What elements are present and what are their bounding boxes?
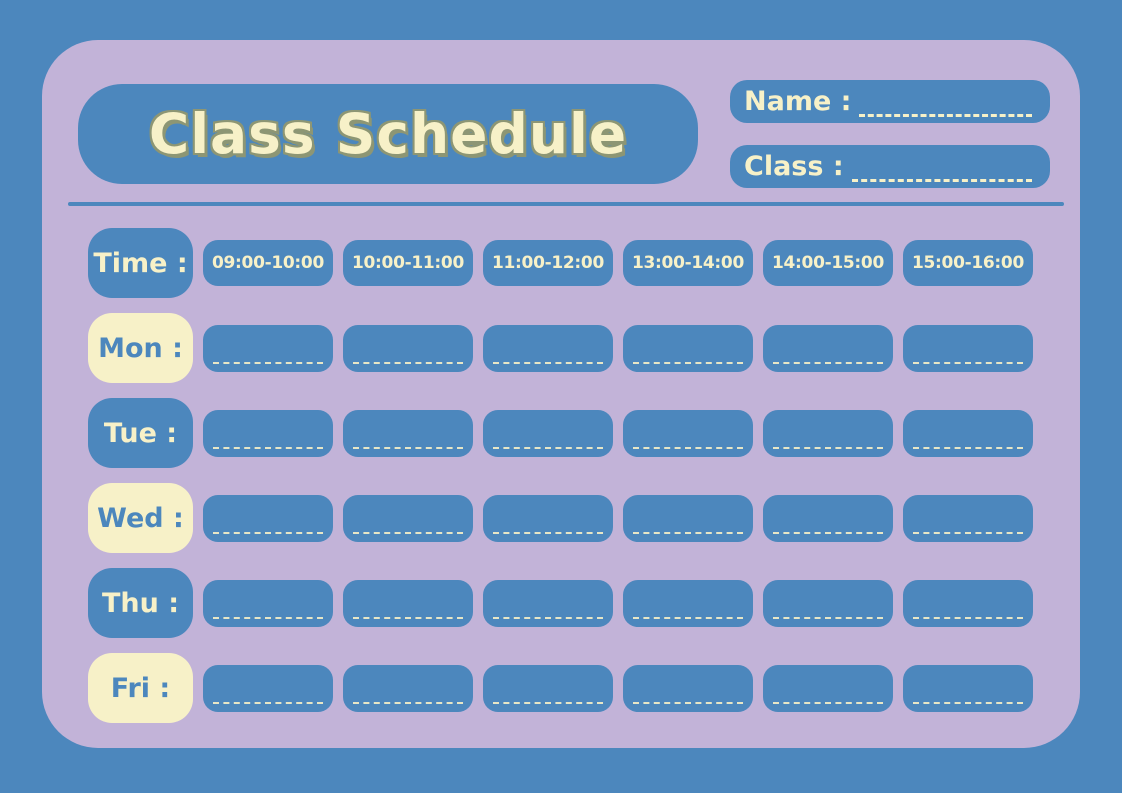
- cell-write-line: [773, 531, 883, 534]
- schedule-cell-thu-6[interactable]: [903, 579, 1033, 627]
- cell-write-line: [213, 701, 323, 704]
- cell-write-line: [773, 446, 883, 449]
- cell-write-line: [493, 446, 603, 449]
- schedule-cell-wed-3[interactable]: [483, 494, 613, 542]
- schedule-cell-tue-4[interactable]: [623, 409, 753, 457]
- cell-write-line: [213, 531, 323, 534]
- day-label-text: Fri :: [110, 672, 171, 704]
- schedule-card: Class Schedule Name : Class : Time : 09:…: [42, 40, 1080, 748]
- schedule-cell-wed-2[interactable]: [343, 494, 473, 542]
- day-label-fri: Fri :: [88, 653, 193, 723]
- cell-write-line: [633, 361, 743, 364]
- schedule-cell-mon-2[interactable]: [343, 324, 473, 372]
- cell-write-line: [493, 531, 603, 534]
- cell-write-line: [493, 616, 603, 619]
- time-slot-3: 11:00-12:00: [483, 240, 613, 286]
- time-slot-6: 15:00-16:00: [903, 240, 1033, 286]
- schedule-cell-mon-1[interactable]: [203, 324, 333, 372]
- schedule-cell-wed-5[interactable]: [763, 494, 893, 542]
- cell-write-line: [773, 361, 883, 364]
- schedule-cell-mon-3[interactable]: [483, 324, 613, 372]
- schedule-cell-tue-3[interactable]: [483, 409, 613, 457]
- schedule-cell-wed-6[interactable]: [903, 494, 1033, 542]
- time-slot-5: 14:00-15:00: [763, 240, 893, 286]
- class-field: Class :: [730, 145, 1050, 188]
- schedule-cell-fri-6[interactable]: [903, 664, 1033, 712]
- cell-write-line: [493, 361, 603, 364]
- cell-write-line: [353, 361, 463, 364]
- cell-write-line: [213, 361, 323, 364]
- day-label-text: Mon :: [98, 332, 183, 364]
- time-header-text: Time :: [93, 247, 188, 279]
- cell-write-line: [633, 446, 743, 449]
- schedule-cell-fri-4[interactable]: [623, 664, 753, 712]
- time-slot-text: 09:00-10:00: [212, 253, 324, 273]
- cell-write-line: [493, 701, 603, 704]
- name-input-line[interactable]: [859, 103, 1032, 117]
- header-divider: [68, 202, 1064, 206]
- schedule-cell-fri-1[interactable]: [203, 664, 333, 712]
- schedule-cell-wed-4[interactable]: [623, 494, 753, 542]
- schedule-cell-tue-1[interactable]: [203, 409, 333, 457]
- schedule-cell-wed-1[interactable]: [203, 494, 333, 542]
- time-slot-text: 15:00-16:00: [912, 253, 1024, 273]
- schedule-cell-fri-2[interactable]: [343, 664, 473, 712]
- time-slot-text: 11:00-12:00: [492, 253, 604, 273]
- class-label: Class :: [744, 151, 844, 182]
- schedule-cell-fri-3[interactable]: [483, 664, 613, 712]
- schedule-cell-thu-4[interactable]: [623, 579, 753, 627]
- schedule-cell-tue-6[interactable]: [903, 409, 1033, 457]
- time-slot-text: 14:00-15:00: [772, 253, 884, 273]
- name-field: Name :: [730, 80, 1050, 123]
- time-slot-2: 10:00-11:00: [343, 240, 473, 286]
- schedule-cell-thu-1[interactable]: [203, 579, 333, 627]
- cell-write-line: [213, 616, 323, 619]
- schedule-cell-tue-5[interactable]: [763, 409, 893, 457]
- schedule-cell-fri-5[interactable]: [763, 664, 893, 712]
- day-label-wed: Wed :: [88, 483, 193, 553]
- cell-write-line: [353, 446, 463, 449]
- cell-write-line: [913, 701, 1023, 704]
- time-slot-1: 09:00-10:00: [203, 240, 333, 286]
- cell-write-line: [913, 531, 1023, 534]
- day-label-text: Tue :: [103, 417, 178, 449]
- schedule-cell-mon-6[interactable]: [903, 324, 1033, 372]
- cell-write-line: [213, 446, 323, 449]
- schedule-cell-thu-5[interactable]: [763, 579, 893, 627]
- schedule-table: Time : 09:00-10:00 10:00-11:00 11:00-12:…: [88, 228, 1033, 723]
- schedule-cell-tue-2[interactable]: [343, 409, 473, 457]
- cell-write-line: [913, 361, 1023, 364]
- page-title: Class Schedule: [148, 102, 628, 166]
- cell-write-line: [773, 616, 883, 619]
- cell-write-line: [353, 531, 463, 534]
- time-slot-text: 13:00-14:00: [632, 253, 744, 273]
- day-label-tue: Tue :: [88, 398, 193, 468]
- day-label-mon: Mon :: [88, 313, 193, 383]
- day-label-thu: Thu :: [88, 568, 193, 638]
- title-banner: Class Schedule: [78, 84, 698, 184]
- cell-write-line: [353, 616, 463, 619]
- cell-write-line: [633, 531, 743, 534]
- cell-write-line: [913, 616, 1023, 619]
- cell-write-line: [633, 616, 743, 619]
- class-input-line[interactable]: [851, 168, 1032, 182]
- schedule-cell-mon-5[interactable]: [763, 324, 893, 372]
- cell-write-line: [913, 446, 1023, 449]
- schedule-cell-thu-2[interactable]: [343, 579, 473, 627]
- cell-write-line: [773, 701, 883, 704]
- day-label-text: Wed :: [97, 502, 184, 534]
- time-header-label: Time :: [88, 228, 193, 298]
- time-slot-text: 10:00-11:00: [352, 253, 464, 273]
- day-label-text: Thu :: [101, 587, 180, 619]
- name-label: Name :: [744, 86, 852, 117]
- time-slot-4: 13:00-14:00: [623, 240, 753, 286]
- schedule-cell-mon-4[interactable]: [623, 324, 753, 372]
- cell-write-line: [633, 701, 743, 704]
- schedule-cell-thu-3[interactable]: [483, 579, 613, 627]
- cell-write-line: [353, 701, 463, 704]
